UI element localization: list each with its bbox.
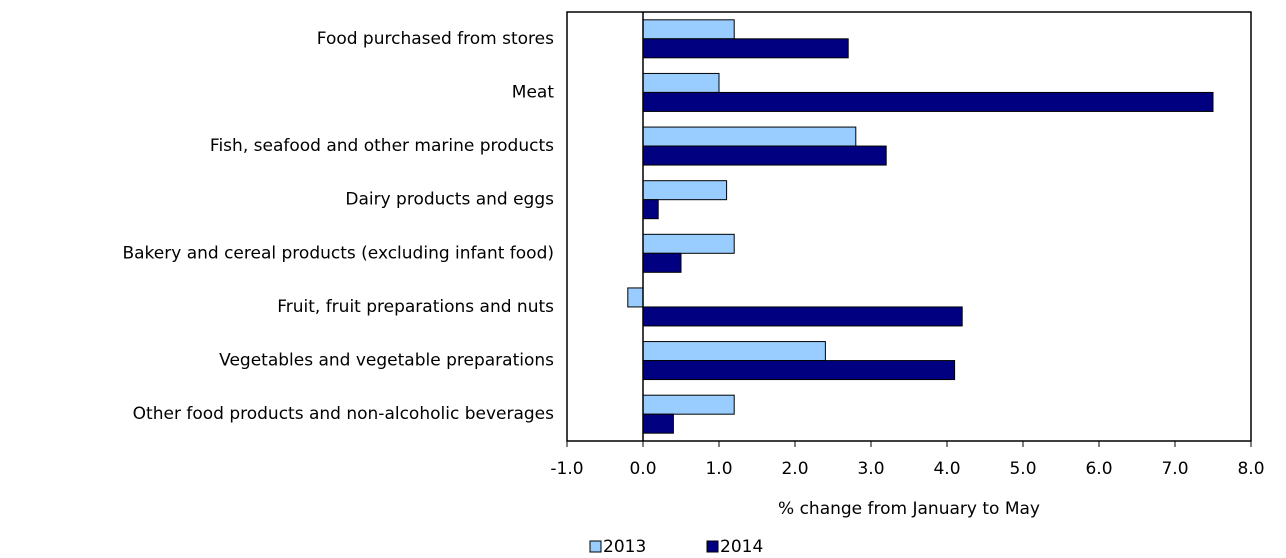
y-tick-label: Vegetables and vegetable preparations bbox=[219, 351, 554, 371]
bar bbox=[642, 91, 1214, 112]
x-tick-label: 1.0 bbox=[705, 459, 732, 479]
x-tick-label: 5.0 bbox=[1009, 459, 1036, 479]
bar bbox=[642, 306, 963, 327]
bar bbox=[642, 413, 674, 434]
bar bbox=[627, 287, 644, 308]
x-tick-label: 3.0 bbox=[857, 459, 884, 479]
bar bbox=[642, 145, 887, 166]
x-tick-label: 0.0 bbox=[629, 459, 656, 479]
legend-swatch bbox=[706, 540, 719, 553]
y-tick-label: Food purchased from stores bbox=[317, 29, 554, 49]
x-tick-label: 8.0 bbox=[1237, 459, 1264, 479]
bar bbox=[642, 394, 735, 415]
plot-frame bbox=[566, 11, 1252, 442]
bar bbox=[642, 199, 659, 220]
bar bbox=[642, 233, 735, 254]
bar bbox=[642, 252, 682, 273]
y-tick-label: Fruit, fruit preparations and nuts bbox=[277, 297, 554, 317]
y-tick-label: Meat bbox=[512, 82, 555, 102]
legend-label: 2013 bbox=[603, 537, 646, 557]
legend-swatch bbox=[589, 540, 602, 553]
x-axis-label: % change from January to May bbox=[778, 499, 1040, 519]
legend-label: 2014 bbox=[720, 537, 763, 557]
y-tick-label: Fish, seafood and other marine products bbox=[210, 136, 554, 156]
x-tick-label: 2.0 bbox=[781, 459, 808, 479]
bar bbox=[642, 180, 728, 201]
y-tick-label: Dairy products and eggs bbox=[345, 190, 554, 210]
bar bbox=[642, 341, 826, 362]
x-tick-label: 6.0 bbox=[1085, 459, 1112, 479]
bar bbox=[642, 72, 720, 93]
x-tick-label: -1.0 bbox=[550, 459, 583, 479]
y-tick-label: Other food products and non-alcoholic be… bbox=[133, 404, 554, 424]
bar bbox=[642, 360, 956, 381]
x-tick-label: 7.0 bbox=[1161, 459, 1188, 479]
bar bbox=[642, 126, 857, 147]
bar bbox=[642, 38, 849, 59]
bar bbox=[642, 19, 735, 40]
x-tick-label: 4.0 bbox=[933, 459, 960, 479]
y-tick-label: Bakery and cereal products (excluding in… bbox=[122, 243, 554, 263]
